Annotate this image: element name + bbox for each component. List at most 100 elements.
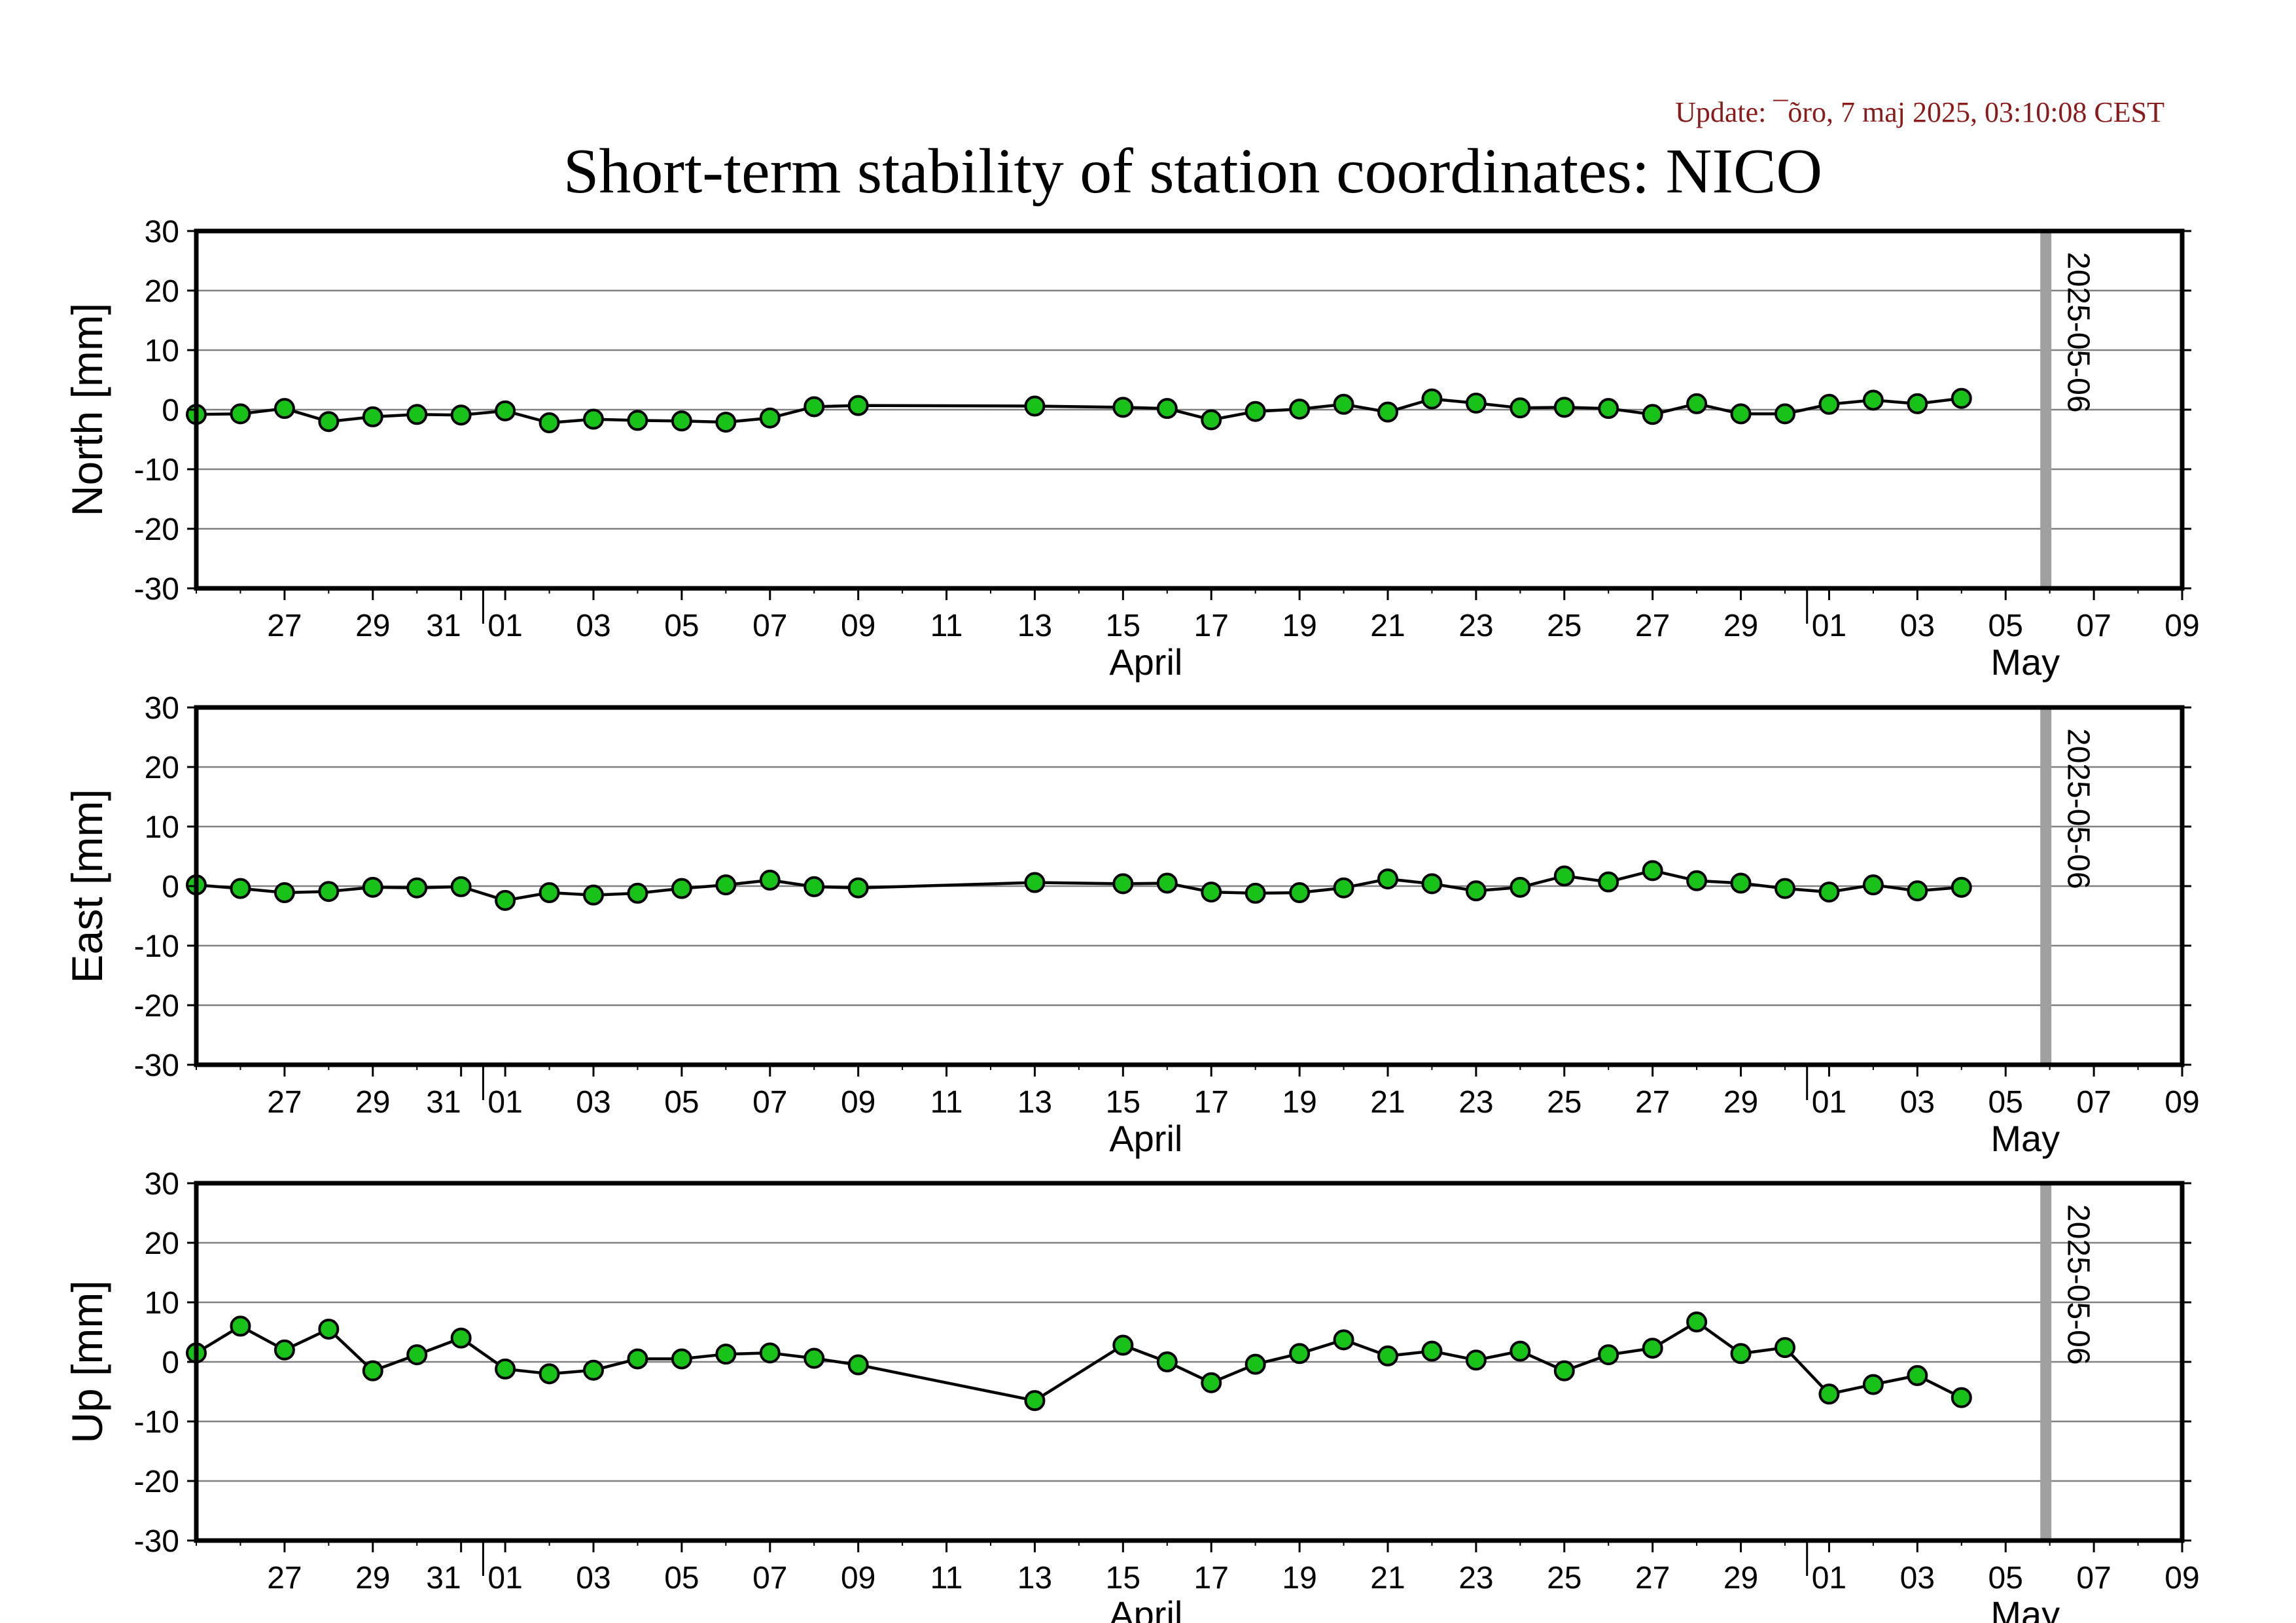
x-tick-label: 31 <box>426 609 461 643</box>
data-point <box>1024 395 1046 417</box>
x-tick-label: 23 <box>1458 1085 1493 1120</box>
data-point <box>1245 882 1266 904</box>
x-tick-label: 23 <box>1458 1561 1493 1596</box>
data-point <box>1465 1349 1487 1371</box>
data-point <box>671 1348 692 1370</box>
data-point <box>450 1327 472 1349</box>
x-tick-label: 01 <box>1812 609 1846 643</box>
y-tick-label: -30 <box>134 1048 179 1083</box>
data-point <box>1686 1311 1708 1333</box>
chart-title: Short-term stability of station coordina… <box>563 136 1822 207</box>
data-point <box>759 1342 781 1364</box>
data-point <box>1862 874 1884 896</box>
data-point <box>1951 1387 1972 1408</box>
y-axis-title: East [mm] <box>63 789 111 983</box>
x-tick-label: 03 <box>1900 1561 1935 1596</box>
x-tick-label: 11 <box>930 1085 963 1120</box>
data-point <box>274 1339 295 1361</box>
x-tick-label: 23 <box>1458 609 1493 643</box>
x-tick-label: 09 <box>2164 1561 2199 1596</box>
y-tick-label: -10 <box>134 453 179 488</box>
x-tick-label: 05 <box>664 1085 699 1120</box>
x-tick-label: 29 <box>355 1085 390 1120</box>
x-tick-label: 07 <box>752 1085 787 1120</box>
data-point <box>1686 870 1708 891</box>
data-point <box>495 400 516 421</box>
x-tick-label: 05 <box>1988 609 2023 643</box>
data-point <box>1112 873 1134 895</box>
y-tick-label: -10 <box>134 1405 179 1440</box>
data-point <box>1201 409 1222 431</box>
y-axis-title: Up [mm] <box>63 1280 111 1443</box>
x-tick-label: 27 <box>267 609 302 643</box>
data-point <box>1730 1343 1752 1364</box>
month-label-april: April <box>1109 641 1182 683</box>
y-tick-label: 30 <box>145 215 179 249</box>
data-point <box>671 410 692 432</box>
x-tick-label: 17 <box>1194 1085 1229 1120</box>
data-point <box>1775 1337 1795 1359</box>
data-point <box>1289 882 1311 904</box>
x-tick-label: 29 <box>1723 1085 1758 1120</box>
date-marker-label: 2025-05-06 <box>2061 1204 2096 1365</box>
x-tick-label: 31 <box>426 1085 461 1120</box>
x-tick-label: 07 <box>2076 1561 2111 1596</box>
data-point <box>627 1348 648 1370</box>
y-tick-label: 20 <box>145 1226 179 1261</box>
data-point <box>406 877 428 899</box>
data-point <box>759 869 781 891</box>
data-point <box>1333 877 1354 899</box>
data-point <box>1907 393 1928 414</box>
y-tick-label: -20 <box>134 1465 179 1499</box>
data-point <box>450 404 472 426</box>
data-point <box>1598 871 1619 893</box>
data-point <box>1818 882 1840 903</box>
x-tick-label: 01 <box>487 1561 522 1596</box>
data-point <box>539 412 560 434</box>
data-point <box>230 1315 251 1337</box>
data-point <box>1289 399 1311 420</box>
x-tick-label: 07 <box>752 1561 787 1596</box>
data-point <box>1421 388 1443 410</box>
x-tick-label: 27 <box>1635 1085 1670 1120</box>
data-point <box>583 884 604 906</box>
month-label-april: April <box>1109 1118 1182 1159</box>
data-point <box>406 1344 428 1366</box>
data-point <box>274 882 295 904</box>
x-tick-label: 07 <box>2076 609 2111 643</box>
y-tick-label: 20 <box>145 751 179 785</box>
data-point <box>1377 1345 1398 1366</box>
data-point <box>1156 872 1178 894</box>
data-point <box>539 882 560 904</box>
data-point <box>1333 393 1354 415</box>
x-tick-label: 09 <box>841 1561 875 1596</box>
y-tick-label: -30 <box>134 572 179 607</box>
x-tick-label: 21 <box>1370 1561 1405 1596</box>
x-tick-label: 21 <box>1370 1085 1405 1120</box>
x-tick-label: 03 <box>576 609 610 643</box>
data-point <box>1112 397 1134 418</box>
x-tick-label: 21 <box>1370 609 1405 643</box>
x-tick-label: 05 <box>664 609 699 643</box>
x-tick-label: 15 <box>1106 1085 1140 1120</box>
data-point <box>1775 403 1795 425</box>
data-point <box>759 407 781 429</box>
data-point <box>539 1363 560 1385</box>
data-point <box>1907 880 1928 902</box>
x-tick-label: 07 <box>752 609 787 643</box>
y-tick-label: 30 <box>145 1167 179 1202</box>
data-point <box>583 408 604 430</box>
y-tick-label: 10 <box>145 334 179 368</box>
data-point <box>1818 1383 1840 1405</box>
y-tick-label: 20 <box>145 274 179 309</box>
data-point <box>1642 1338 1663 1359</box>
x-tick-label: 05 <box>1988 1085 2023 1120</box>
chart-panel-1: 2025-05-06 30 20 10 0 -10 -20 -30 North [mm] 27 29… <box>63 215 2200 683</box>
chart-panel-2: 2025-05-06 30 20 10 0 -10 -20 -30 East [mm] 27 29 3… <box>63 691 2200 1159</box>
data-point <box>671 878 692 899</box>
x-tick-label: 15 <box>1106 609 1140 643</box>
x-tick-label: 11 <box>930 1561 963 1596</box>
data-point <box>1686 393 1708 414</box>
data-point <box>1553 865 1575 887</box>
